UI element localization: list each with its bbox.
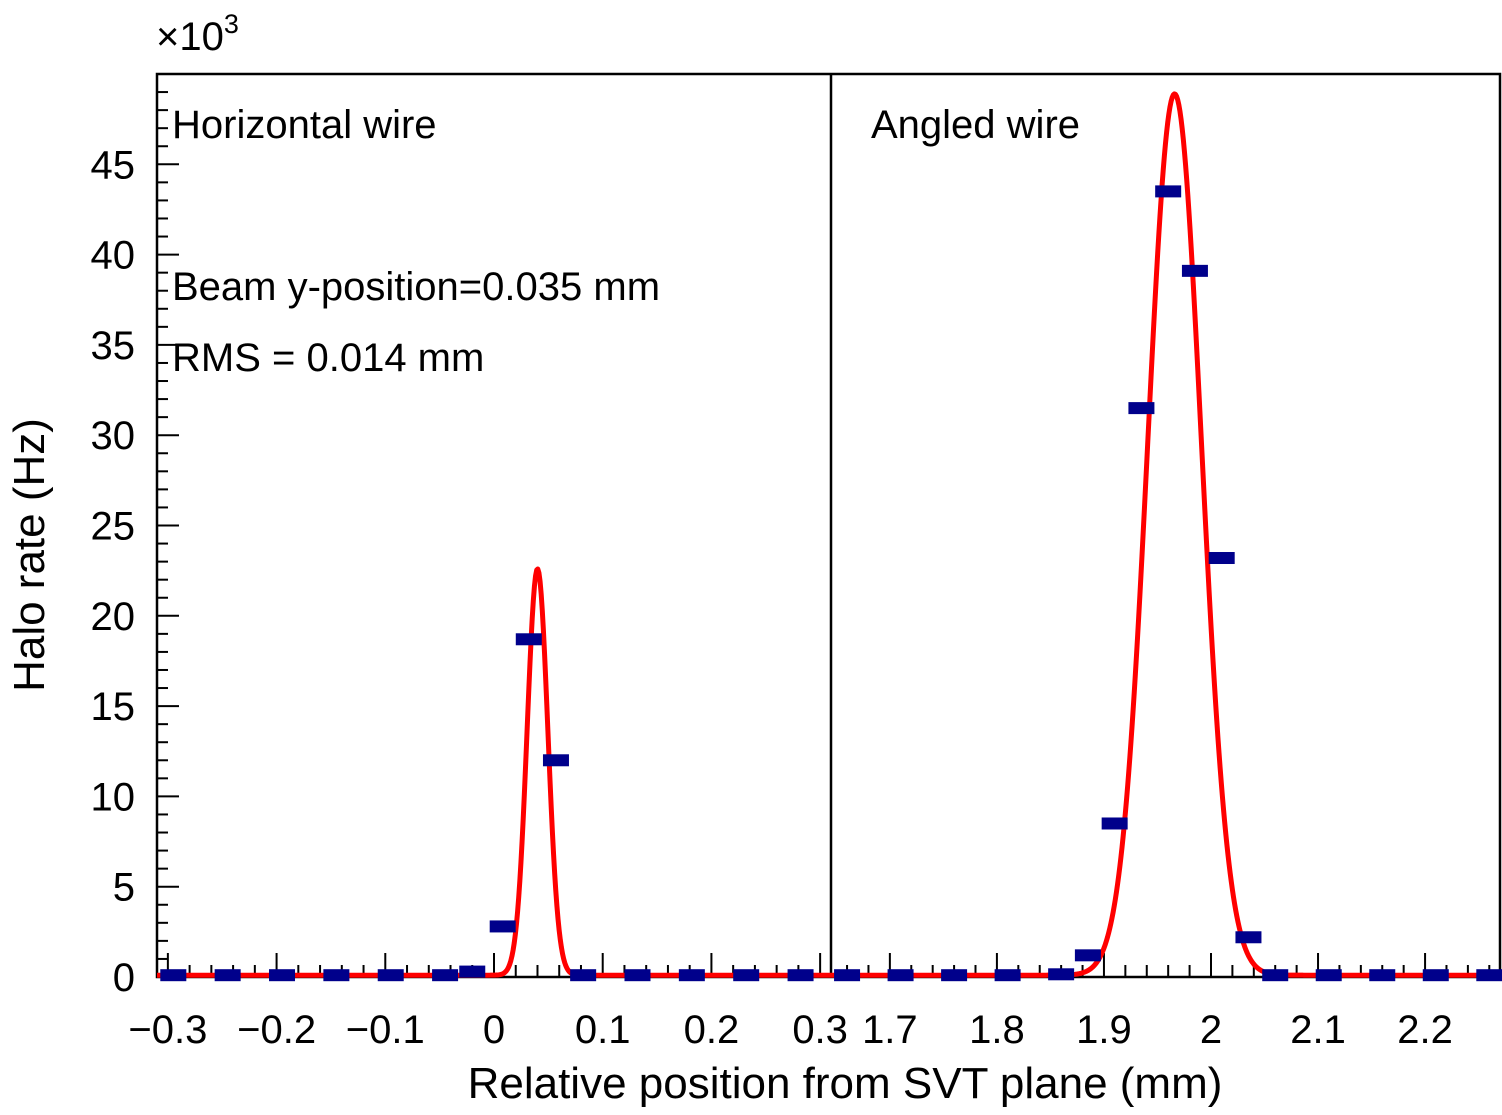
y-tick-label: 5 [113,866,135,910]
data-point [887,969,914,982]
plot-frame [155,72,1502,979]
plot-border [155,72,1502,979]
data-point [1181,264,1208,277]
data-point [941,969,968,982]
y-tick-label: 35 [91,324,136,368]
panel-annotation: Horizontal wire [172,103,437,147]
y-tick-label: 40 [91,234,136,278]
x-tick-label: 1.9 [1076,1008,1132,1052]
data-point [1101,817,1128,830]
fit-curve [155,566,833,978]
x-tick-label: 1.8 [969,1008,1025,1052]
data-point [624,969,651,982]
x-tick-label: 2.2 [1397,1008,1453,1052]
data-point [377,969,404,982]
y-tick-label: 20 [91,595,136,639]
data-points [160,185,1502,982]
x-tick-label: 2 [1200,1008,1222,1052]
y-tick-label: 15 [91,685,136,729]
x-tick-label: 0 [483,1008,505,1052]
data-point [1048,968,1075,981]
data-point [542,754,569,767]
fit-curve [829,91,1502,978]
x-axis: −0.3 −0.2 −0.1 0 0.1 0.2 0.3 1.7 1.8 1.9 2 2.1 2.2 [128,953,1491,1052]
data-point [1208,552,1235,565]
data-point [1422,969,1449,982]
data-point [678,969,705,982]
y-tick-label: 25 [91,505,136,549]
data-point [269,969,296,982]
data-point [214,969,241,982]
data-point [994,969,1021,982]
x-tick-label: 2.1 [1290,1008,1346,1052]
x-tick-label: −0.3 [128,1008,207,1052]
data-point [1155,185,1182,198]
x-tick-label: 1.7 [862,1008,918,1052]
x-tick-label: 0.3 [792,1008,848,1052]
data-point [570,969,597,982]
y-multiplier-exponent: 3 [224,9,239,39]
y-multiplier-base: ×10 [156,15,224,59]
data-point [432,969,459,982]
data-point [489,920,516,933]
x-tick-label: −0.2 [237,1008,316,1052]
data-point [1128,402,1155,415]
data-point [160,969,187,982]
data-point [1315,969,1342,982]
data-point [515,633,542,646]
x-tick-label: −0.1 [346,1008,425,1052]
y-tick-label: 45 [91,143,136,187]
y-tick-label: 30 [91,414,136,458]
data-point [834,969,861,982]
y-multiplier-label: ×103 [156,9,239,59]
annotations: Horizontal wire Beam y-position=0.035 mm R… [172,103,1080,380]
fit-curves [155,91,1502,978]
data-point [1074,949,1101,962]
data-point [733,969,760,982]
data-point [1369,969,1396,982]
x-tick-label: 0.2 [684,1008,740,1052]
data-point [1235,931,1262,944]
data-point [1262,969,1289,982]
data-point [459,965,486,978]
data-point [1476,969,1502,982]
data-point [787,969,814,982]
x-axis-title: Relative position from SVT plane (mm) [468,1059,1223,1108]
y-axis: 0 5 10 15 20 25 30 35 40 45 [91,73,179,1000]
panel-annotation: Angled wire [871,103,1080,147]
data-point [323,969,350,982]
panel-annotation: RMS = 0.014 mm [172,336,484,380]
y-axis-title: Halo rate (Hz) [5,418,54,692]
panel-annotation: Beam y-position=0.035 mm [172,265,660,309]
x-tick-label: 0.1 [575,1008,631,1052]
y-tick-label: 10 [91,775,136,819]
y-tick-label: 0 [113,956,135,1000]
